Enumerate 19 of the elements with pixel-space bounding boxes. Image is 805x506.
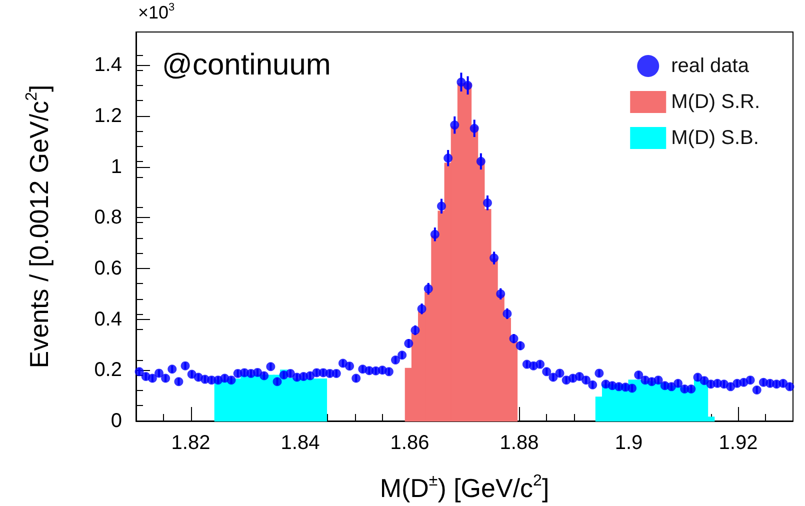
annotation: @continuum: [162, 48, 331, 82]
legend-label: real data: [671, 55, 750, 77]
y-tick-label: 0.6: [94, 257, 122, 280]
x-tick-label: 1.84: [280, 432, 320, 454]
y-tick-label: 1.2: [94, 104, 122, 127]
x-tick-label: 1.86: [390, 432, 430, 454]
x-tick-label: 1.88: [500, 432, 539, 454]
y-axis-title: Events / [0.0012 GeV/c2]: [24, 84, 54, 368]
y-tick-label: 1: [110, 156, 122, 178]
x-tick-label: 1.9: [614, 432, 643, 454]
y-tick-label: 1.4: [94, 54, 122, 76]
x-tick-label: 1.92: [718, 432, 758, 454]
x-tick-label: 1.82: [171, 432, 210, 454]
legend-label: M(D) S.B.: [671, 127, 759, 149]
y-tick-label: 0.2: [94, 359, 122, 382]
y-tick-label: 0.8: [94, 206, 122, 229]
legend-label: M(D) S.R.: [671, 91, 760, 113]
y-tick-label: 0: [110, 410, 122, 432]
y-tick-label: 0.4: [94, 308, 122, 330]
